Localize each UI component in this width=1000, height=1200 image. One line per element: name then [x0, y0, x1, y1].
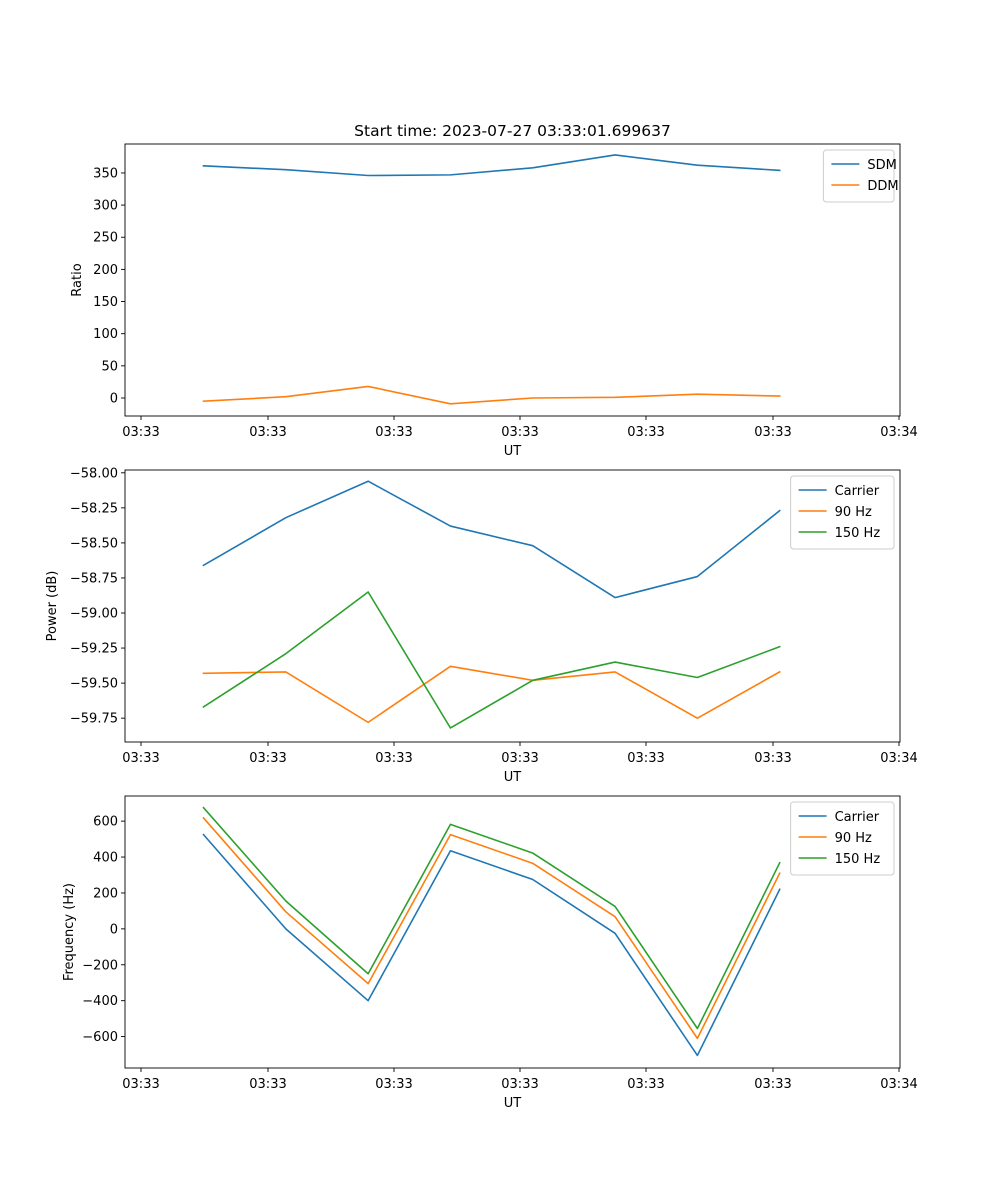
- subplot-2: 03:33 03:33 03:33 03:33 03:33 03:33 03:34 −58.0…: [45, 466, 918, 785]
- x-tick-label: 03:33: [754, 425, 791, 440]
- y-tick-label: 250: [93, 231, 118, 246]
- y-tick-label: −58.75: [70, 571, 118, 586]
- x-tick-label: 03:34: [880, 751, 917, 766]
- x-tick-label: 03:33: [627, 1077, 664, 1092]
- y-tick-label: 200: [93, 886, 118, 901]
- x-tick-label: 03:33: [627, 751, 664, 766]
- y-axis-label: Power (dB): [45, 571, 60, 642]
- x-tick-label: 03:33: [754, 751, 791, 766]
- legend-label: 150 Hz: [835, 526, 881, 541]
- y-tick-label: 200: [93, 263, 118, 278]
- legend: Carrier 90 Hz 150 Hz: [790, 475, 895, 550]
- y-tick-label: 600: [93, 815, 118, 830]
- x-axis-label: UT: [504, 444, 522, 459]
- series-line-sdm: [202, 154, 781, 177]
- y-tick-label: −58.25: [70, 501, 118, 516]
- series-line-150-hz: [202, 591, 781, 729]
- y-tick-label: −59.75: [70, 712, 118, 727]
- axes-frame: [124, 143, 901, 417]
- y-tick-label: −200: [82, 958, 118, 973]
- x-tick-label: 03:33: [122, 751, 159, 766]
- x-tick-label: 03:33: [375, 751, 412, 766]
- axes-frame: [124, 795, 901, 1069]
- y-tick-label: 350: [93, 166, 118, 181]
- y-tick-label: 100: [93, 327, 118, 342]
- y-tick-label: −58.50: [70, 536, 118, 551]
- axes-frame: [124, 469, 901, 743]
- subplot-3: 03:33 03:33 03:33 03:33 03:33 03:33 03:34 −600 −…: [62, 795, 918, 1111]
- legend-label: Carrier: [835, 810, 880, 825]
- y-tick-label: −59.00: [70, 607, 118, 622]
- series-line-ddm: [202, 385, 781, 405]
- y-tick-label: −58.00: [70, 466, 118, 481]
- y-tick-label: 300: [93, 199, 118, 214]
- legend-label: 150 Hz: [835, 852, 881, 867]
- y-tick-label: 0: [110, 391, 118, 406]
- y-tick-label: 150: [93, 295, 118, 310]
- y-axis-label: Ratio: [70, 263, 85, 296]
- x-tick-label: 03:33: [122, 425, 159, 440]
- plots-container: 03:33 03:33 03:33 03:33 03:33 03:33 03:34 0 50 10…: [45, 143, 918, 1111]
- y-tick-label: −400: [82, 994, 118, 1009]
- y-tick-label: −59.50: [70, 677, 118, 692]
- x-tick-label: 03:34: [880, 425, 917, 440]
- legend-label: SDM: [867, 158, 896, 173]
- x-tick-label: 03:33: [754, 1077, 791, 1092]
- y-tick-label: 0: [110, 922, 118, 937]
- series-line-carrier: [202, 833, 781, 1057]
- x-tick-label: 03:33: [501, 751, 538, 766]
- series-line-carrier: [202, 480, 781, 599]
- subplot-1: 03:33 03:33 03:33 03:33 03:33 03:33 03:34 0 50 10…: [70, 143, 918, 459]
- legend-box: [790, 801, 895, 876]
- x-axis-label: UT: [504, 770, 522, 785]
- legend-label: 90 Hz: [835, 505, 872, 520]
- legend-label: 90 Hz: [835, 831, 872, 846]
- y-tick-label: −600: [82, 1030, 118, 1045]
- y-tick-label: −59.25: [70, 642, 118, 657]
- series-line-90-hz: [202, 665, 781, 724]
- figure-title: Start time: 2023-07-27 03:33:01.699637: [354, 122, 671, 140]
- x-tick-label: 03:33: [501, 1077, 538, 1092]
- x-tick-label: 03:34: [880, 1077, 917, 1092]
- legend: Carrier 90 Hz 150 Hz: [790, 801, 895, 876]
- x-tick-label: 03:33: [501, 425, 538, 440]
- x-tick-label: 03:33: [249, 1077, 286, 1092]
- legend-box: [822, 149, 895, 203]
- x-tick-label: 03:33: [375, 425, 412, 440]
- legend-box: [790, 475, 895, 550]
- x-tick-label: 03:33: [249, 751, 286, 766]
- x-axis-label: UT: [504, 1096, 522, 1111]
- legend: SDM DDM: [822, 149, 899, 203]
- x-tick-label: 03:33: [122, 1077, 159, 1092]
- x-tick-label: 03:33: [375, 1077, 412, 1092]
- legend-label: DDM: [867, 179, 898, 194]
- y-tick-label: 400: [93, 851, 118, 866]
- series-line-90-hz: [202, 816, 781, 1040]
- legend-label: Carrier: [835, 484, 880, 499]
- series-line-150-hz: [202, 806, 781, 1030]
- x-tick-label: 03:33: [249, 425, 286, 440]
- y-tick-label: 50: [101, 359, 118, 374]
- y-axis-label: Frequency (Hz): [62, 883, 77, 981]
- x-tick-label: 03:33: [627, 425, 664, 440]
